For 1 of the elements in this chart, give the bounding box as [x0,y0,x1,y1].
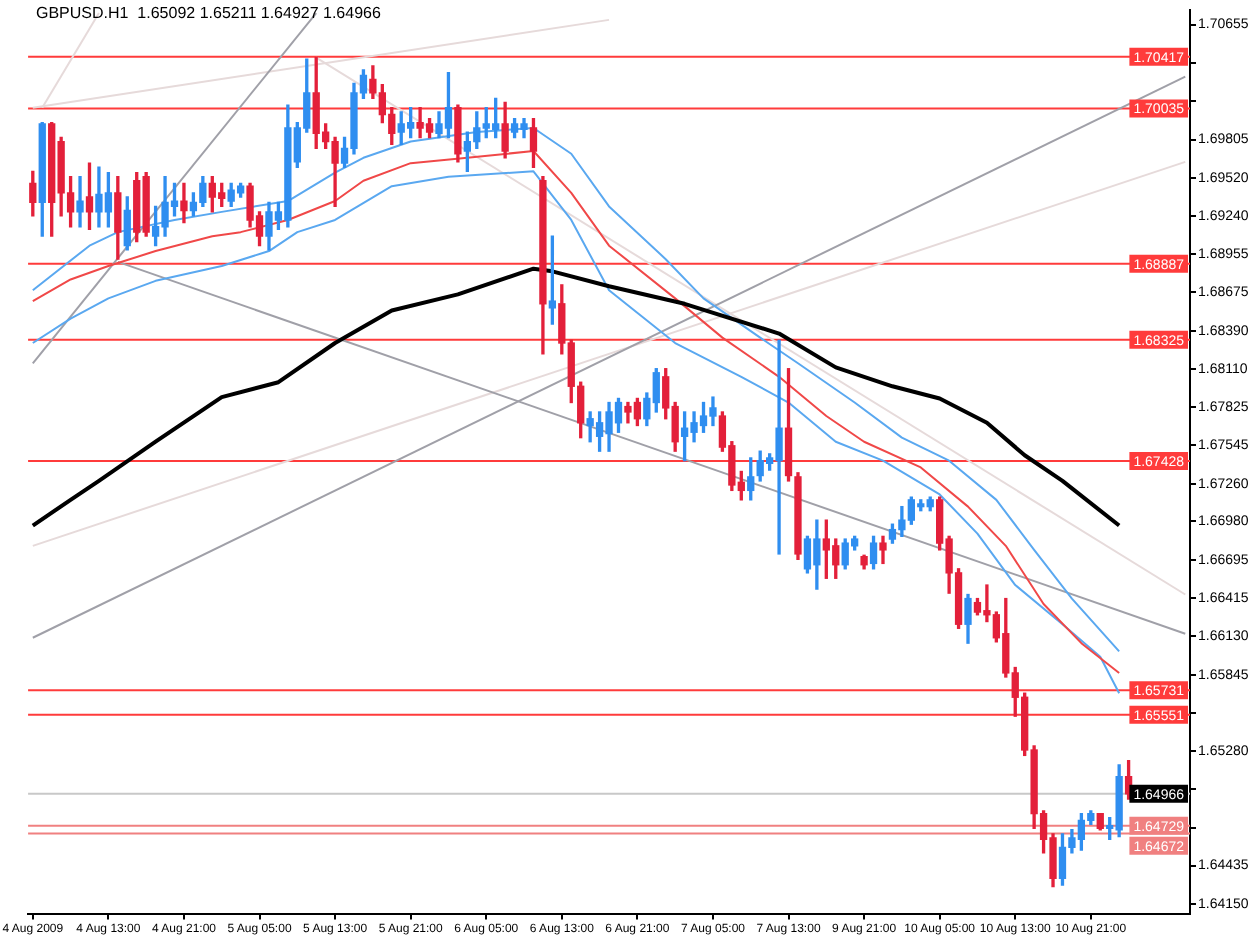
chart-title: GBPUSD.H1 1.65092 1.65211 1.64927 1.64966 [36,4,381,22]
